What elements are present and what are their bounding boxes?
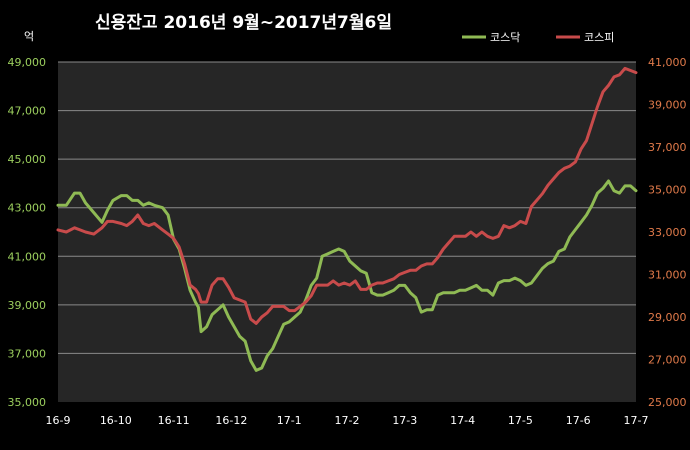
series-lines (56, 66, 638, 372)
x-tick-label: 17-7 (624, 414, 649, 427)
x-tick-label: 17-3 (392, 414, 417, 427)
plot-area (58, 62, 636, 402)
right-tick-label: 25,000 (648, 396, 687, 409)
right-tick-label: 33,000 (648, 226, 687, 239)
x-tick-label: 17-6 (566, 414, 591, 427)
x-tick-label: 16-10 (100, 414, 132, 427)
x-tick-label: 17-5 (508, 414, 533, 427)
right-tick-label: 35,000 (648, 184, 687, 197)
x-tick-label: 17-2 (335, 414, 360, 427)
right-tick-label: 41,000 (648, 56, 687, 69)
right-tick-label: 27,000 (648, 354, 687, 367)
left-axis-unit-label: 억 (24, 30, 34, 43)
x-tick-label: 17-1 (277, 414, 302, 427)
x-tick-label: 17-4 (450, 414, 475, 427)
left-tick-label: 45,000 (8, 153, 47, 166)
x-axis: 16-9 16-10 16-11 16-12 17-1 17-2 17-3 17-4 17-5 1… (46, 414, 649, 427)
left-axis: 35,000 37,000 39,000 41,000 43,000 45,000 47,0… (8, 56, 47, 409)
left-tick-label: 41,000 (8, 250, 47, 263)
x-tick-label: 16-11 (158, 414, 190, 427)
right-axis: 25,000 27,000 29,000 31,000 33,000 35,000 37,0… (648, 56, 687, 409)
left-tick-label: 49,000 (8, 56, 47, 69)
left-tick-label: 35,000 (8, 396, 47, 409)
x-tick-label: 16-12 (215, 414, 247, 427)
legend-label-kospi: 코스피 (584, 31, 614, 44)
left-tick-label: 39,000 (8, 299, 47, 312)
legend-label-kosdaq: 코스닥 (490, 31, 520, 44)
legend: 코스닥 코스피 (462, 31, 614, 44)
x-tick-label: 16-9 (46, 414, 71, 427)
right-tick-label: 37,000 (648, 141, 687, 154)
left-tick-label: 37,000 (8, 347, 47, 360)
right-tick-label: 31,000 (648, 269, 687, 282)
kosdaq-series-line (56, 179, 638, 372)
kospi-series-line (56, 66, 638, 325)
right-tick-label: 39,000 (648, 99, 687, 112)
right-tick-label: 29,000 (648, 311, 687, 324)
left-tick-label: 47,000 (8, 105, 47, 118)
left-tick-label: 43,000 (8, 202, 47, 215)
chart-title: 신용잔고 2016년 9월~2017년7월6일 (95, 13, 392, 33)
